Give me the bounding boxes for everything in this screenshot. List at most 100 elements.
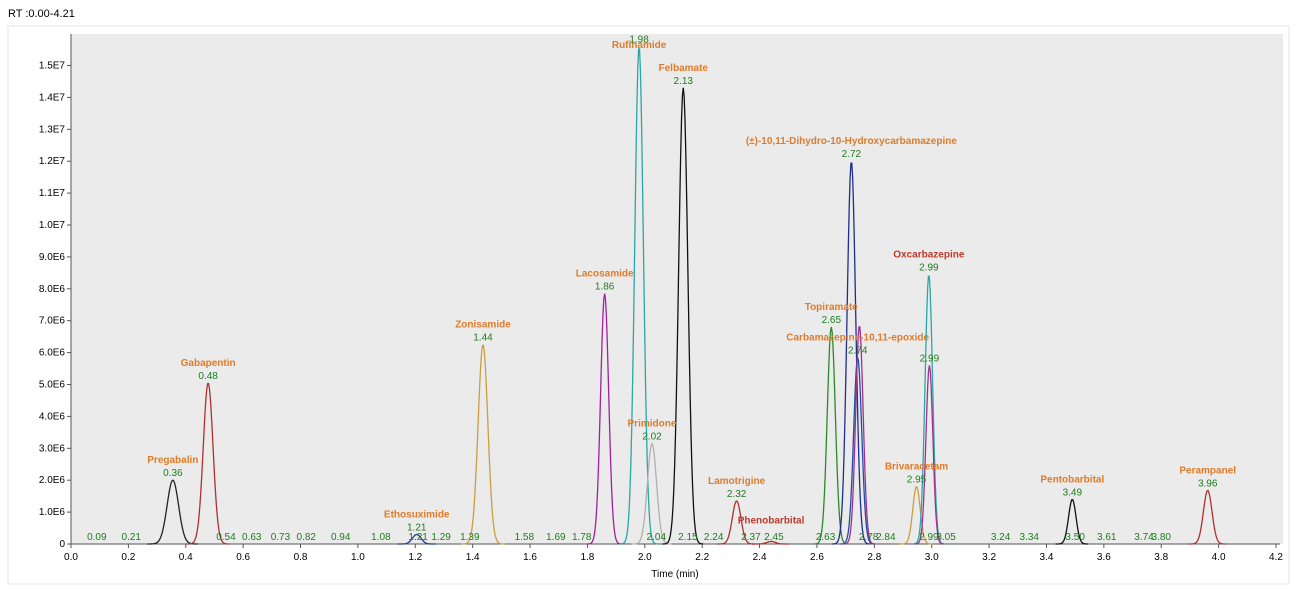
trace-3 bbox=[397, 533, 437, 545]
y-tick-label: 1.0E6 bbox=[39, 507, 66, 518]
y-tick-label: 6.0E6 bbox=[39, 348, 66, 359]
x-tick-label: 0.6 bbox=[236, 552, 250, 563]
x-tick-label: 0.4 bbox=[179, 552, 193, 563]
x-tick-label: 3.6 bbox=[1097, 552, 1111, 563]
peak-compound-label: Lacosamide bbox=[576, 269, 634, 280]
trace-1 bbox=[147, 479, 198, 545]
baseline-rt-label: 2.63 bbox=[816, 532, 836, 543]
baseline-rt-label: 2.37 bbox=[741, 532, 761, 543]
x-tick-label: 3.0 bbox=[925, 552, 939, 563]
baseline-rt-label: 3.74 bbox=[1134, 532, 1154, 543]
trace-11 bbox=[813, 326, 849, 545]
x-tick-label: 1.6 bbox=[523, 552, 537, 563]
peak-rt-label: 0.36 bbox=[163, 468, 183, 479]
baseline-rt-labels: 0.09 0.21 0.54 0.63 0.73 0.82 0.94 1.08 1.21 1.29… bbox=[87, 532, 1171, 543]
peak-compound-label: Gabapentin bbox=[181, 358, 236, 369]
x-tick-label: 1.4 bbox=[466, 552, 480, 563]
peak-rt-label: 1.98 bbox=[629, 34, 649, 45]
baseline-rt-label: 1.69 bbox=[546, 532, 566, 543]
baseline-rt-label: 3.80 bbox=[1152, 532, 1172, 543]
peak-compound-label: Rufinamide bbox=[612, 40, 667, 51]
baseline-rt-label: 0.21 bbox=[122, 532, 142, 543]
y-tick-label: 1.5E7 bbox=[39, 61, 66, 72]
y-tick-label: 9.0E6 bbox=[39, 252, 66, 263]
peak-rt-label: 3.49 bbox=[1063, 487, 1083, 498]
peak-compound-label: Ethosuximide bbox=[384, 509, 450, 520]
peak-rt-label: 2.99 bbox=[920, 353, 940, 364]
peak-compound-label: Lamotrigine bbox=[708, 476, 766, 487]
baseline-rt-label: 2.15 bbox=[678, 532, 698, 543]
y-tick-label: 1.2E7 bbox=[39, 156, 66, 167]
trace-16 bbox=[912, 275, 945, 545]
baseline-rt-label: 1.78 bbox=[572, 532, 592, 543]
baseline-rt-label: 2.04 bbox=[647, 532, 667, 543]
peak-compound-label: (±)-10,11-Dihydro-10-Hydroxycarbamazepin… bbox=[746, 136, 958, 147]
trace-17 bbox=[913, 365, 945, 545]
x-tick-label: 2.4 bbox=[753, 552, 767, 563]
y-tick-label: 5.0E6 bbox=[39, 380, 66, 391]
baseline-rt-label: 3.34 bbox=[1020, 532, 1040, 543]
x-tick-label: 2.8 bbox=[867, 552, 881, 563]
x-tick-label: 0.0 bbox=[64, 552, 78, 563]
trace-14 bbox=[842, 326, 876, 545]
y-tick-label: 1.4E7 bbox=[39, 92, 66, 103]
y-axis: 0 1.0E6 2.0E6 3.0E6 4.0E6 5.0E6 6.0E6 7.0E6 8.0E… bbox=[39, 34, 72, 550]
x-tick-label: 2.2 bbox=[695, 552, 709, 563]
peak-rt-label: 2.74 bbox=[848, 345, 868, 356]
x-tick-label: 3.8 bbox=[1154, 552, 1168, 563]
x-tick-label: 0.2 bbox=[121, 552, 135, 563]
peak-compound-label: Carbamazepine-10,11-epoxide bbox=[786, 332, 929, 343]
peak-compound-label: Zonisamide bbox=[455, 320, 511, 331]
peak-compound-label: Brivaracetam bbox=[885, 462, 948, 473]
peak-rt-label: 1.44 bbox=[473, 333, 493, 344]
trace-8 bbox=[662, 87, 704, 545]
peak-rt-label: 2.95 bbox=[907, 475, 927, 486]
baseline-rt-label: 2.78 bbox=[859, 532, 879, 543]
baseline-rt-label: 0.09 bbox=[87, 532, 107, 543]
y-tick-label: 4.0E6 bbox=[39, 411, 66, 422]
peak-rt-label: 2.02 bbox=[642, 432, 662, 443]
trace-15 bbox=[899, 486, 933, 545]
peak-compound-label: Perampanel bbox=[1179, 465, 1236, 476]
y-tick-label: 2.0E6 bbox=[39, 475, 66, 486]
x-tick-label: 1.0 bbox=[351, 552, 365, 563]
peak-rt-label: 2.99 bbox=[919, 262, 939, 273]
baseline-rt-label: 0.73 bbox=[271, 532, 291, 543]
y-tick-label: 1.3E7 bbox=[39, 124, 66, 135]
baseline-rt-label: 1.29 bbox=[431, 532, 451, 543]
baseline-rt-label: 2.45 bbox=[764, 532, 784, 543]
trace-6 bbox=[619, 48, 659, 545]
peak-compound-label: Phenobarbital bbox=[738, 515, 805, 526]
peak-rt-label: 1.21 bbox=[407, 522, 427, 533]
peak-rt-label: 1.86 bbox=[595, 282, 615, 293]
x-tick-label: 3.4 bbox=[1040, 552, 1054, 563]
x-tick-label: 1.2 bbox=[408, 552, 422, 563]
baseline-rt-label: 3.24 bbox=[991, 532, 1011, 543]
baseline-rt-label: 2.84 bbox=[876, 532, 896, 543]
baseline-rt-label: 1.21 bbox=[408, 532, 428, 543]
baseline-rt-label: 2.99 bbox=[919, 532, 939, 543]
x-axis: 0.0 0.2 0.4 0.6 0.8 1.0 1.2 1.4 1.6 1.8 2.0 2.2 2.4 2… bbox=[64, 543, 1283, 563]
x-tick-label: 2.0 bbox=[638, 552, 652, 563]
trace-4 bbox=[461, 344, 505, 545]
peak-compound-label: Pentobarbital bbox=[1040, 474, 1104, 485]
peak-rt-label: 0.48 bbox=[198, 371, 218, 382]
peak-rt-label: 2.72 bbox=[842, 149, 862, 160]
x-tick-label: 4.2 bbox=[1269, 552, 1283, 563]
x-tick-label: 2.6 bbox=[810, 552, 824, 563]
peak-compound-label: Pregabalin bbox=[147, 455, 198, 466]
baseline-rt-label: 1.08 bbox=[371, 532, 391, 543]
x-axis-title: Time (min) bbox=[651, 569, 698, 580]
trace-12 bbox=[831, 162, 870, 545]
y-tick-label: 7.0E6 bbox=[39, 316, 66, 327]
peak-rt-label: 2.32 bbox=[727, 489, 747, 500]
trace-7 bbox=[631, 442, 672, 545]
baseline-rt-label: 2.24 bbox=[704, 532, 724, 543]
trace-9 bbox=[717, 500, 756, 545]
peak-rt-label: 2.65 bbox=[822, 315, 842, 326]
baseline-rt-label: 1.39 bbox=[460, 532, 480, 543]
peak-compound-label: Topiramate bbox=[805, 302, 859, 313]
baseline-rt-label: 3.50 bbox=[1065, 532, 1085, 543]
retention-time-range-label: RT :0.00-4.21 bbox=[8, 8, 75, 20]
y-tick-label: 1.1E7 bbox=[39, 188, 66, 199]
